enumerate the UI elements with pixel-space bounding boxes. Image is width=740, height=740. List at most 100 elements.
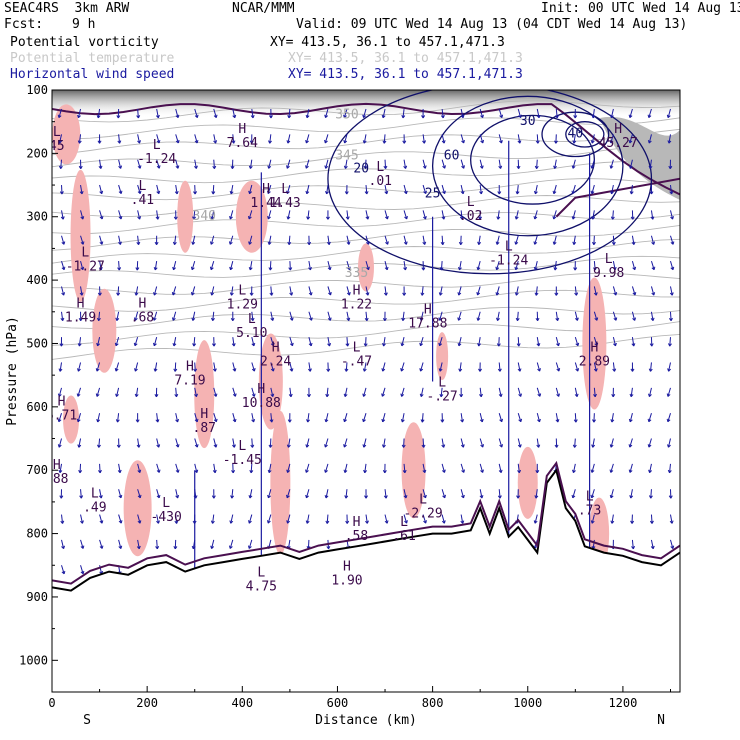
pv-extremum-kind: L — [91, 486, 99, 501]
wind-vector-head — [97, 444, 101, 448]
wind-vector-head — [612, 368, 617, 372]
pv-extremum-kind: H — [614, 122, 622, 137]
wind-vector — [61, 514, 64, 524]
wind-vector-head — [248, 165, 253, 169]
wind-vector — [553, 184, 557, 194]
wind-vector — [479, 159, 483, 169]
wind-vector — [99, 489, 102, 499]
wind-vector — [593, 336, 598, 346]
wind-vector — [286, 184, 291, 194]
init-time: Init: 00 UTC Wed 14 Aug 13 — [541, 1, 740, 16]
wind-vector — [232, 387, 236, 397]
wind-vector-head — [499, 418, 504, 423]
wind-vector-head — [175, 114, 180, 119]
wind-vector — [439, 311, 443, 321]
wind-vector-head — [668, 165, 673, 169]
wind-vector — [515, 210, 519, 220]
wind-vector — [403, 184, 407, 194]
wind-vector-head — [344, 368, 349, 372]
wind-vector-head — [156, 165, 161, 169]
wind-vector — [174, 362, 177, 372]
wind-vector-head — [174, 190, 179, 195]
wind-vector-head — [266, 190, 271, 195]
wind-vector-head — [306, 216, 311, 220]
wind-vector — [172, 286, 177, 296]
wind-vector — [535, 489, 538, 499]
wind-vector-head — [571, 494, 576, 499]
wind-vector-head — [95, 393, 100, 397]
wind-vector-head — [288, 267, 293, 271]
wind-vector — [232, 362, 236, 372]
wind-vector-head — [421, 115, 426, 119]
wind-vector-head — [343, 469, 348, 473]
wind-vector — [269, 261, 272, 271]
wind-vector-head — [400, 419, 405, 423]
wind-vector-head — [213, 418, 218, 423]
wind-vector-head — [231, 140, 236, 144]
wind-vector — [232, 337, 235, 347]
wind-vector — [631, 337, 635, 347]
wind-vector — [116, 387, 120, 397]
wind-vector — [384, 514, 388, 524]
wind-vector — [212, 514, 215, 524]
wind-vector-head — [461, 139, 465, 144]
wind-vector — [650, 539, 654, 549]
wind-vector-head — [268, 267, 273, 271]
wind-vector-head — [78, 317, 83, 322]
wind-vector-head — [97, 140, 102, 144]
wind-vector-head — [364, 317, 369, 322]
wind-vector-head — [480, 139, 485, 144]
wind-vector-head — [137, 494, 142, 499]
x-tick-label: 800 — [422, 696, 444, 710]
fcst-label: Fcst: — [4, 17, 44, 32]
wind-vector — [400, 362, 405, 372]
wind-vector-head — [154, 393, 159, 398]
wind-vector-head — [114, 342, 119, 347]
wind-vector-head — [400, 342, 405, 347]
wind-vector-head — [231, 469, 236, 474]
wind-vector-head — [536, 444, 541, 448]
wind-vector-head — [212, 165, 217, 169]
wind-vector — [593, 362, 597, 372]
wind-vector-head — [343, 165, 348, 169]
wind-vector-head — [593, 292, 598, 296]
wind-vector-head — [229, 292, 234, 296]
wind-vector-head — [556, 393, 560, 397]
wind-vector — [137, 438, 140, 448]
wind-vector — [99, 235, 103, 245]
pv-extremum-kind: H — [343, 559, 351, 574]
wind-vector — [137, 514, 141, 524]
wind-vector — [498, 463, 502, 473]
wind-vector-head — [402, 292, 407, 296]
wind-vector-head — [647, 444, 652, 448]
wind-vector — [591, 489, 595, 498]
wind-vector-head — [440, 115, 445, 119]
wind-vector-head — [78, 165, 83, 169]
wind-vector-head — [632, 292, 637, 296]
wind-vector — [403, 489, 407, 499]
wind-vector-head — [383, 495, 388, 499]
wind-vector — [98, 438, 101, 448]
wind-vector — [421, 413, 424, 423]
wind-vector-head — [477, 241, 482, 245]
wind-vector — [61, 210, 64, 220]
wind-vector-head — [651, 241, 656, 245]
wind-vector-head — [420, 419, 425, 423]
wind-vector — [591, 514, 595, 524]
wind-vector — [270, 336, 274, 346]
wind-vector-head — [458, 241, 463, 246]
wind-vector-head — [554, 292, 559, 296]
wind-vector — [137, 489, 141, 498]
wind-vector — [574, 438, 576, 448]
wind-vector — [365, 260, 370, 270]
wind-vector — [137, 463, 141, 473]
pv-extremum-kind: L — [376, 160, 384, 175]
wind-vector-head — [479, 393, 483, 398]
wind-vector — [80, 286, 83, 296]
pv-high-shading — [600, 116, 680, 200]
wind-vector-head — [155, 216, 160, 220]
pv-extremum-kind: L — [162, 496, 170, 511]
wind-vector — [268, 463, 272, 473]
wind-vector-head — [308, 317, 313, 321]
wind-vector — [440, 261, 443, 271]
